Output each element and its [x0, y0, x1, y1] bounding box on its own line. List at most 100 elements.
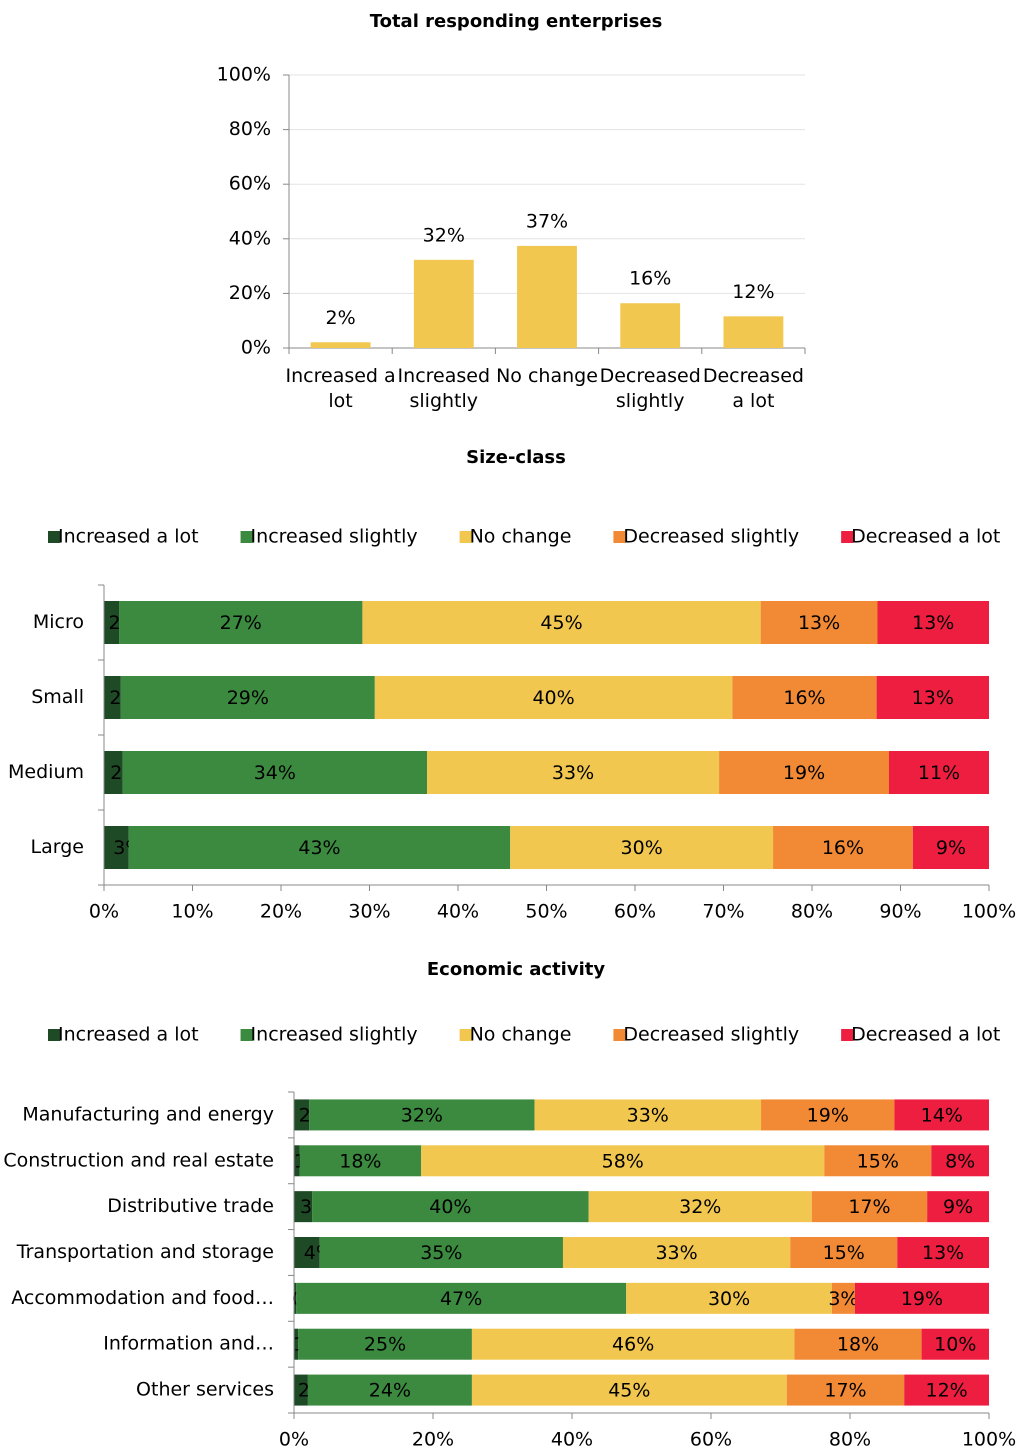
bar-segment: [309, 1099, 535, 1131]
data-label: 24%: [369, 1380, 411, 1402]
data-label: 13%: [922, 1242, 964, 1264]
x-tick-label: 80%: [791, 901, 833, 923]
x-tick-label: 50%: [525, 901, 567, 923]
bar-segment: [319, 1237, 563, 1268]
data-label: 35%: [420, 1242, 462, 1264]
bar: [620, 303, 681, 348]
data-label: 13%: [798, 612, 840, 634]
data-label: 8%: [945, 1150, 975, 1172]
bar-segment: [831, 1282, 855, 1314]
bar-segment: [312, 1191, 589, 1223]
y-tick-label: Construction and real estate: [3, 1149, 274, 1171]
bar-segment: [927, 1191, 989, 1223]
legend-swatch: [841, 531, 854, 543]
bar-segment: [912, 826, 989, 869]
bar-segment: [119, 601, 363, 644]
bar-segment: [773, 826, 913, 869]
y-tick-label: Information and…: [103, 1333, 274, 1355]
data-label: 33%: [552, 762, 594, 784]
bar-segment: [122, 751, 428, 794]
data-label: 9%: [943, 1196, 973, 1218]
x-tick-label: 0%: [279, 1429, 309, 1450]
data-label: 34%: [254, 762, 296, 784]
data-label: 19%: [783, 762, 825, 784]
data-label: 19%: [901, 1288, 943, 1310]
bar-segment: [719, 751, 889, 794]
bar-segment: [104, 826, 129, 869]
bar-segment: [104, 676, 121, 719]
x-tick-label: 100%: [962, 901, 1016, 923]
legend-swatch: [459, 1029, 472, 1041]
x-tick-label: 40%: [551, 1429, 593, 1450]
y-tick-label: 80%: [229, 118, 271, 140]
chart-title: Size-class: [466, 447, 566, 468]
y-tick-label: 0%: [241, 337, 271, 359]
y-tick-label: Manufacturing and energy: [22, 1103, 274, 1125]
data-label: 25%: [364, 1334, 406, 1356]
y-tick-label: Transportation and storage: [16, 1241, 274, 1263]
y-tick-label: Distributive trade: [107, 1195, 274, 1217]
bar-segment: [897, 1237, 989, 1268]
data-label: 16%: [783, 687, 825, 709]
bar-segment: [294, 1191, 313, 1223]
bar-segment: [854, 1282, 989, 1314]
data-label: 30%: [708, 1288, 750, 1310]
bar-segment: [294, 1282, 297, 1314]
data-label: 18%: [837, 1334, 879, 1356]
x-tick-label: 10%: [171, 901, 213, 923]
bar-segment: [888, 751, 989, 794]
bar-segment: [421, 1145, 825, 1177]
data-label: 12%: [925, 1380, 967, 1402]
legend-label: Increased a lot: [58, 1024, 199, 1046]
data-label: 29%: [227, 687, 269, 709]
data-label: 43%: [298, 837, 340, 859]
bar-segment: [904, 1374, 989, 1406]
data-label: 15%: [857, 1150, 899, 1172]
legend-swatch: [240, 1029, 253, 1041]
data-label: 58%: [602, 1150, 644, 1172]
data-label: 16%: [629, 268, 671, 290]
legend-label: No change: [470, 526, 572, 548]
bar-segment: [471, 1374, 787, 1406]
x-label-box: Decreased a lot: [703, 365, 804, 412]
x-tick-label: 60%: [614, 901, 656, 923]
bar-segment: [294, 1328, 299, 1360]
bar-segment: [894, 1099, 989, 1131]
x-tick-label: 90%: [879, 901, 921, 923]
x-label-box: Increased slightly: [397, 365, 491, 412]
data-label: 33%: [655, 1242, 697, 1264]
legend-swatch: [613, 1029, 626, 1041]
y-tick-label: Small: [31, 686, 84, 708]
bar-segment: [794, 1328, 922, 1360]
data-label: 13%: [912, 687, 954, 709]
data-label: 3%: [828, 1288, 858, 1310]
bar-segment: [876, 676, 989, 719]
data-label: 10%: [934, 1334, 976, 1356]
y-tick-label: 100%: [217, 64, 271, 86]
bar-segment: [120, 676, 375, 719]
legend-label: Decreased slightly: [623, 526, 799, 548]
data-label: 45%: [540, 612, 582, 634]
data-label: 32%: [401, 1104, 443, 1126]
data-label: 19%: [807, 1104, 849, 1126]
legend-label: Increased a lot: [58, 526, 199, 548]
y-tick-label: 60%: [229, 173, 271, 195]
x-label-box: Decreased slightly: [600, 365, 701, 412]
legend-swatch: [841, 1029, 854, 1041]
bar-segment: [294, 1374, 308, 1406]
bar-segment: [786, 1374, 905, 1406]
legend-label: Increased slightly: [251, 1024, 418, 1046]
bar-segment: [562, 1237, 791, 1268]
bar-segment: [510, 826, 774, 869]
bar-segment: [588, 1191, 812, 1223]
data-label: 32%: [423, 224, 465, 246]
x-tick-label: 70%: [702, 901, 744, 923]
data-label: 16%: [822, 837, 864, 859]
x-tick-label: Increased slightly: [397, 365, 491, 412]
chart-title: Economic activity: [427, 959, 605, 980]
legend-label: No change: [470, 1024, 572, 1046]
x-tick-label: No change: [496, 365, 598, 387]
data-label: 18%: [339, 1150, 381, 1172]
legend-swatch: [613, 531, 626, 543]
